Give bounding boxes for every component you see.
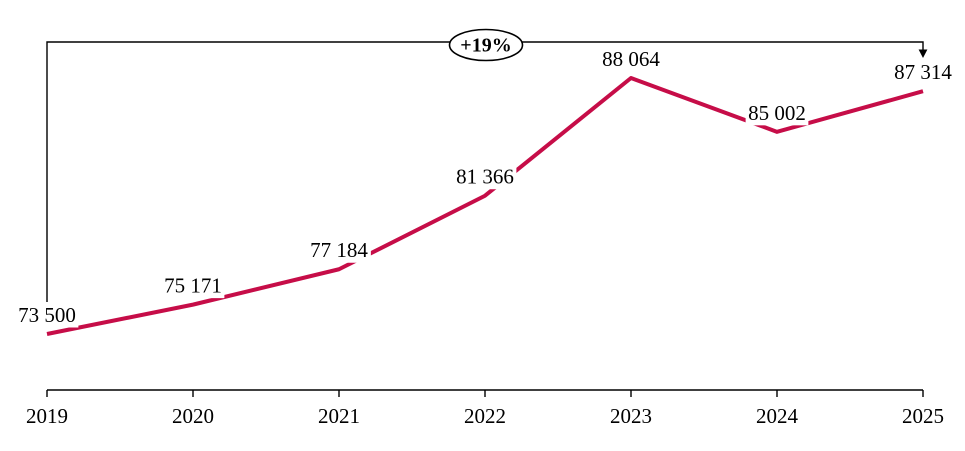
data-label-mask: [745, 100, 809, 126]
x-axis-tick-label: 2019: [26, 404, 68, 428]
x-axis-tick-label: 2024: [756, 404, 799, 428]
annotation-oval: [448, 28, 524, 62]
down-arrow-icon: [918, 49, 928, 58]
x-axis-tick-label: 2020: [172, 404, 214, 428]
data-label: 77 184: [310, 238, 368, 262]
data-label: 81 366: [456, 165, 514, 189]
x-axis-tick-label: 2023: [610, 404, 652, 428]
growth-bracket: +19%: [46, 28, 928, 302]
data-label-mask: [453, 164, 517, 190]
x-axis-tick-label: 2022: [464, 404, 506, 428]
data-label: 87 314: [894, 60, 952, 84]
data-label: 88 064: [602, 47, 660, 71]
x-axis-tick-label: 2021: [318, 404, 360, 428]
data-labels: 73 500 75 171 77 184 81 366 88 064 85 002 87 3…: [15, 46, 955, 328]
data-label-mask: [161, 273, 225, 299]
annotation-label: +19%: [460, 35, 511, 57]
data-series-line: [46, 76, 924, 336]
x-axis: 2019 2020 2021 2022 2023 2024 2025: [26, 389, 944, 428]
x-axis-tick-label: 2025: [902, 404, 944, 428]
data-label: 73 500: [18, 303, 76, 327]
data-label-mask: [599, 46, 663, 72]
data-label-mask: [891, 59, 955, 85]
data-label-mask: [15, 302, 79, 328]
data-label: 85 002: [748, 101, 806, 125]
data-label: 75 171: [164, 274, 222, 298]
data-label-mask: [307, 237, 371, 263]
